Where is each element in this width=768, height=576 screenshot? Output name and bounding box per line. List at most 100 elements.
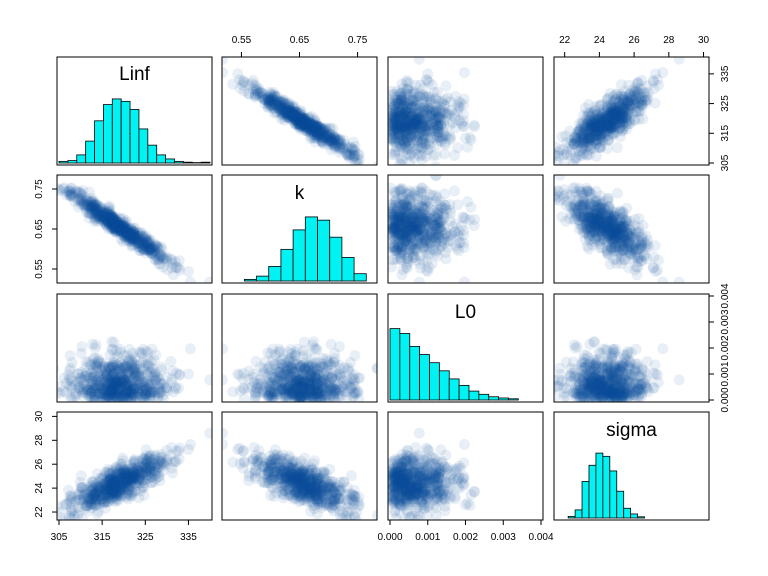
scatter-point <box>413 199 425 211</box>
scatter-point <box>586 221 598 233</box>
scatter-point <box>118 229 130 241</box>
scatter-point <box>297 117 309 129</box>
scatter-point <box>594 119 606 131</box>
scatter-point <box>410 114 422 126</box>
scatter-point <box>286 111 298 123</box>
scatter-point <box>388 208 399 220</box>
scatter-point <box>411 134 423 146</box>
scatter-point <box>345 142 357 154</box>
scatter-point <box>597 215 609 227</box>
scatter-point <box>417 105 429 117</box>
scatter-point <box>426 258 438 270</box>
scatter-point <box>458 241 470 253</box>
scatter-point <box>606 214 618 226</box>
scatter-point <box>388 261 398 273</box>
scatter-point <box>618 244 630 256</box>
scatter-point <box>145 235 157 247</box>
scatter-point <box>464 214 476 226</box>
scatter-point <box>583 109 595 121</box>
scatter-point <box>293 113 305 125</box>
scatter-point <box>397 110 409 122</box>
scatter-point <box>593 213 605 225</box>
scatter-point <box>295 113 307 125</box>
scatter-point <box>391 202 403 214</box>
scatter-point <box>409 208 421 220</box>
scatter-point <box>309 126 321 138</box>
scatter-point <box>603 122 615 134</box>
scatter-point <box>594 119 606 131</box>
scatter-point <box>423 91 435 103</box>
scatter-point <box>267 92 279 104</box>
scatter-point <box>414 258 426 270</box>
scatter-point <box>300 117 312 129</box>
scatter-point <box>606 213 618 225</box>
scatter-point <box>635 255 647 267</box>
scatter-point <box>289 110 301 122</box>
scatter-point <box>402 205 414 217</box>
scatter-point <box>285 112 297 124</box>
scatter-point <box>421 248 433 260</box>
scatter-point <box>436 235 448 247</box>
scatter-point <box>388 215 398 227</box>
scatter-point <box>66 188 78 200</box>
scatter-point <box>588 212 600 224</box>
scatter-point <box>581 186 593 198</box>
scatter-point <box>417 121 429 133</box>
scatter-point <box>153 253 165 265</box>
scatter-point <box>299 113 311 125</box>
scatter-point <box>444 235 456 247</box>
scatter-point <box>302 112 314 124</box>
scatter-point <box>568 200 580 212</box>
scatter-point <box>621 226 633 238</box>
scatter-point <box>399 235 411 247</box>
scatter-point <box>392 230 404 242</box>
scatter-point <box>144 243 156 255</box>
scatter-point <box>320 122 332 134</box>
scatter-point <box>580 223 592 235</box>
scatter-point <box>629 89 641 101</box>
scatter-point <box>105 223 117 235</box>
scatter-point <box>582 136 594 148</box>
scatter-point <box>414 240 426 252</box>
scatter-point <box>431 228 443 240</box>
scatter-point <box>66 182 78 194</box>
scatter-point <box>388 202 398 214</box>
scatter-point <box>627 108 639 120</box>
scatter-point <box>87 202 99 214</box>
scatter-point <box>395 90 407 102</box>
scatter-point <box>309 136 321 148</box>
scatter-point <box>102 214 114 226</box>
scatter-point <box>588 209 600 221</box>
scatter-point <box>102 372 114 384</box>
scatter-point <box>575 132 587 144</box>
scatter-point <box>303 116 315 128</box>
scatter-point <box>322 130 334 142</box>
scatter-point <box>429 240 441 252</box>
scatter-point <box>591 135 603 147</box>
scatter-point <box>432 119 444 131</box>
scatter-point <box>133 241 145 253</box>
scatter-point <box>72 201 84 213</box>
scatter-point <box>393 105 405 117</box>
scatter-point <box>100 218 112 230</box>
scatter-point <box>596 115 608 127</box>
scatter-point <box>404 95 416 107</box>
scatter-point <box>87 376 99 388</box>
scatter-point <box>632 88 644 100</box>
scatter-point <box>277 108 289 120</box>
scatter-point <box>578 136 590 148</box>
scatter-point <box>100 386 112 398</box>
scatter-point <box>410 217 422 229</box>
scatter-point <box>389 92 401 104</box>
scatter-point <box>633 97 645 109</box>
scatter-point <box>409 115 421 127</box>
scatter-point <box>399 219 411 231</box>
scatter-point <box>636 98 648 110</box>
scatter-point <box>252 85 264 97</box>
scatter-point <box>102 378 114 390</box>
scatter-point <box>297 115 309 127</box>
scatter-point <box>110 217 122 229</box>
scatter-point <box>424 212 436 224</box>
scatter-point <box>293 110 305 122</box>
scatter-point <box>115 223 127 235</box>
